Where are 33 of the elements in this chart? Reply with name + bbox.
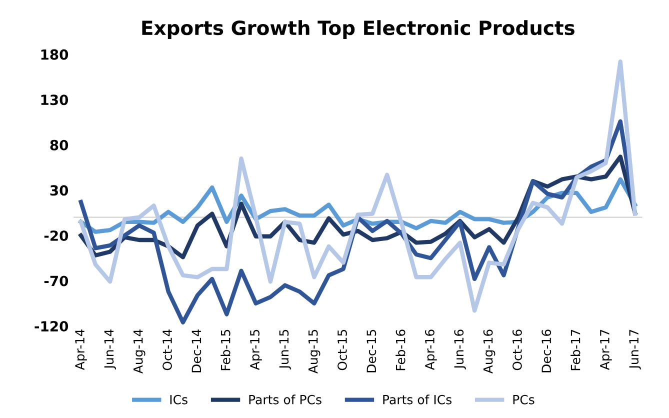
chart-title: Exports Growth Top Electronic Products — [142, 20, 574, 39]
x-tick-label: Oct-14 — [162, 330, 172, 370]
x-tick-label: Aug-15 — [308, 330, 320, 374]
x-tick-label: Apr-17 — [600, 330, 612, 370]
x-tick-label: Aug-14 — [134, 330, 146, 374]
legend-label: PCs — [513, 394, 534, 404]
x-tick-label: Dec-16 — [542, 330, 552, 372]
y-tick-label: 30 — [50, 185, 68, 196]
x-tick-label: Feb-17 — [570, 330, 580, 370]
line-series — [78, 60, 638, 313]
x-tick-label: Jun-16 — [454, 330, 466, 370]
legend-label: Parts of ICs — [383, 394, 452, 404]
y-tick-label: 130 — [41, 94, 68, 106]
x-tick-label: Dec-14 — [192, 330, 202, 372]
x-tick-label: Apr-16 — [424, 330, 437, 370]
x-tick-label: Aug-16 — [483, 330, 496, 374]
legend-label: Parts of PCs — [249, 394, 322, 404]
x-tick-label: Oct-16 — [512, 330, 522, 370]
y-tick-label: -120 — [34, 321, 68, 332]
x-tick-label: Jun-17 — [629, 330, 641, 370]
x-tick-label: Oct-15 — [338, 330, 347, 370]
x-tick-label: Dec-15 — [366, 330, 376, 372]
x-tick-label: Feb-15 — [220, 330, 230, 370]
x-tick-label: Apr-14 — [75, 330, 87, 370]
x-tick-label: Apr-15 — [250, 330, 262, 370]
y-tick-label: 80 — [50, 140, 68, 150]
x-tick-label: Jun-15 — [279, 330, 291, 370]
x-tick-label: Jun-14 — [104, 330, 116, 370]
y-tick-label: -20 — [44, 230, 68, 241]
y-tick-label: 180 — [41, 49, 68, 60]
y-tick-label: -70 — [44, 276, 68, 286]
legend-label: ICs — [170, 394, 188, 404]
x-tick-label: Feb-16 — [396, 330, 406, 370]
